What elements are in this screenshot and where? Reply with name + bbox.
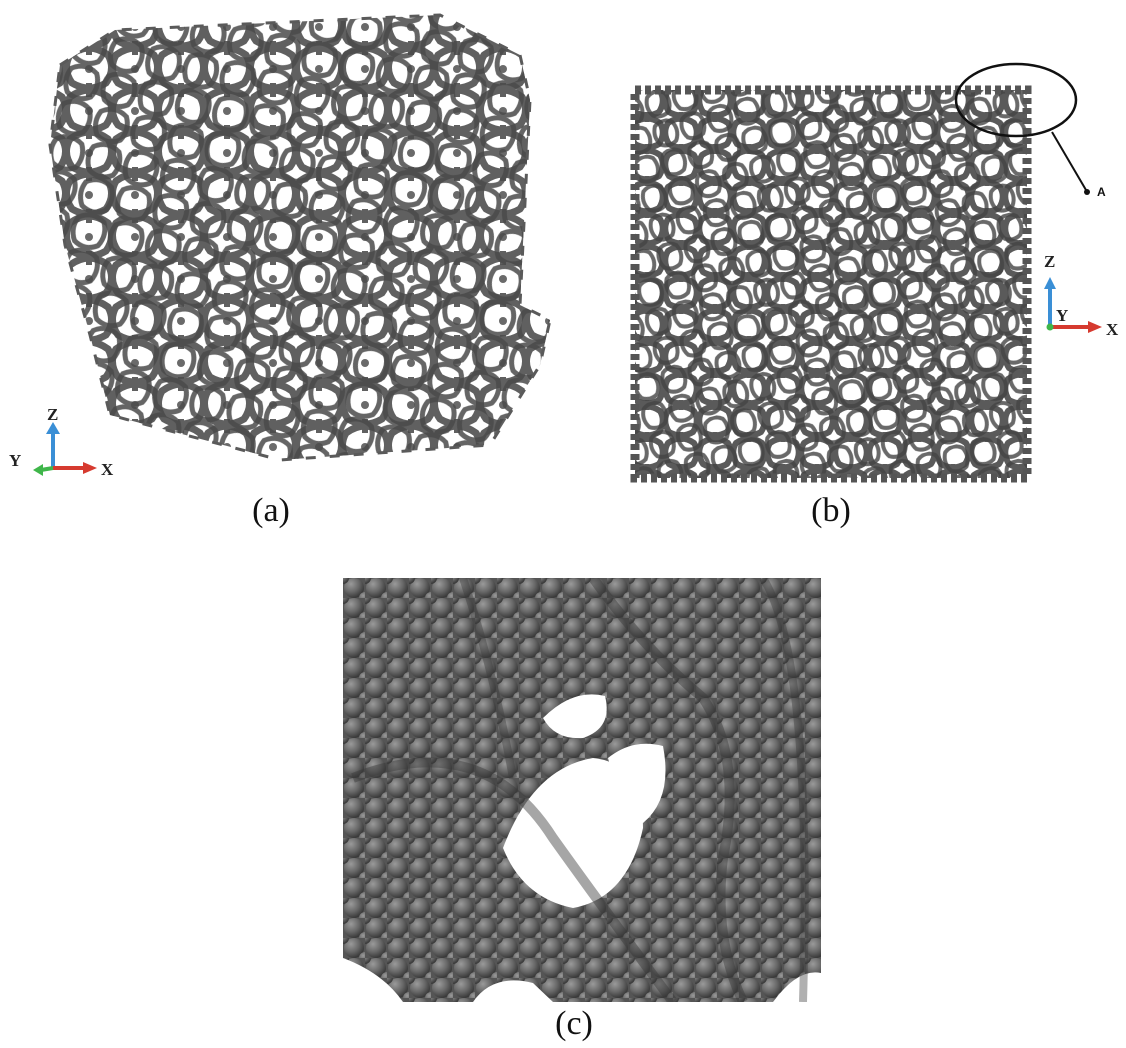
callout-label: A [1097, 185, 1106, 199]
caption-b: (b) [811, 492, 851, 529]
panel-b [630, 85, 1035, 485]
pore-opening [543, 694, 607, 739]
foam-closeup-c [343, 578, 821, 1002]
pore-opening [503, 758, 643, 908]
y-axis-label: Y [9, 451, 21, 470]
caption-a: (a) [252, 492, 290, 529]
panel-c [343, 578, 821, 1002]
y-axis-label: Y [1056, 306, 1068, 325]
z-axis-label: Z [47, 405, 58, 424]
axis-triad-b: Z Y X [1036, 245, 1126, 345]
y-axis-marker [1046, 323, 1054, 331]
foam-render-a [48, 13, 552, 462]
x-axis-label: X [1106, 320, 1119, 339]
callout-leader [1051, 131, 1087, 191]
pore-opening [608, 743, 666, 823]
x-axis-label: X [101, 460, 114, 479]
z-axis-label: Z [1044, 252, 1055, 271]
callout-a: A [950, 58, 1120, 208]
caption-c: (c) [555, 1005, 593, 1042]
callout-ellipse [954, 62, 1078, 138]
axis-triad-a: Z Y X [5, 400, 125, 490]
foam-render-b [630, 85, 1032, 483]
panel-a [20, 5, 580, 485]
